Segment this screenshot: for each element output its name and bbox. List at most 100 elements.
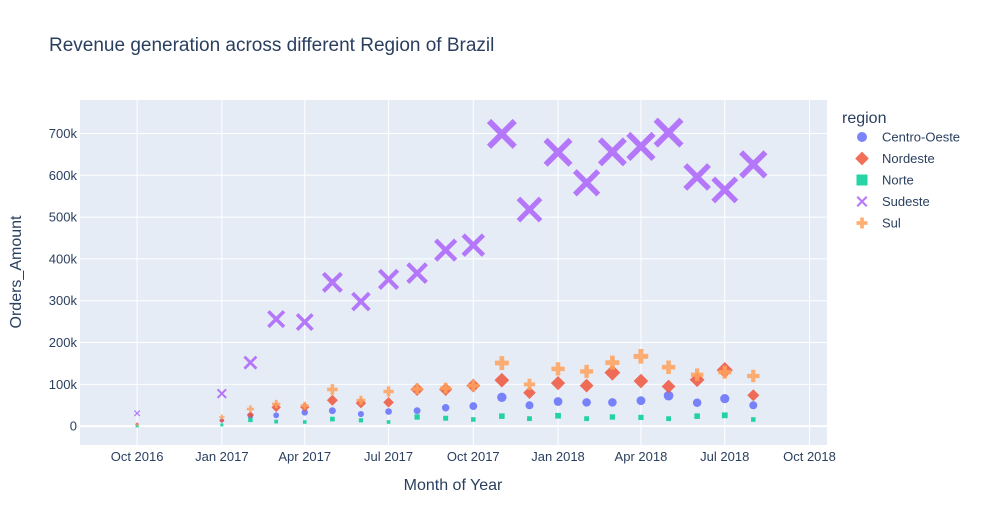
- data-point: [220, 423, 224, 427]
- data-point: [604, 364, 621, 381]
- legend-item: Sul: [856, 216, 901, 231]
- x-axis-title: Month of Year: [404, 477, 503, 494]
- x-tick-label: Apr 2017: [278, 449, 331, 464]
- y-tick-label: 300k: [49, 293, 78, 308]
- data-point: [527, 416, 532, 422]
- legend-marker: [855, 151, 869, 166]
- data-point: [302, 420, 307, 424]
- data-points: [133, 117, 768, 428]
- legend-label: Sudeste: [882, 194, 930, 209]
- data-point: [711, 176, 739, 204]
- legend-marker: [856, 217, 868, 229]
- y-tick-label: 200k: [49, 335, 78, 350]
- legend-item: Centro-Oeste: [857, 130, 960, 145]
- data-point: [351, 291, 371, 312]
- legend-marker: [856, 174, 868, 186]
- data-point: [582, 398, 591, 407]
- data-point: [411, 383, 423, 395]
- data-point: [694, 413, 700, 419]
- x-tick-label: Oct 2018: [783, 449, 836, 464]
- data-point: [718, 365, 732, 379]
- data-point: [356, 395, 366, 405]
- x-tick-label: Oct 2017: [447, 449, 500, 464]
- data-point: [327, 384, 338, 395]
- data-point: [605, 355, 620, 370]
- data-point: [555, 412, 561, 419]
- data-point: [326, 394, 338, 406]
- y-tick-label: 600k: [49, 168, 78, 183]
- data-point: [467, 380, 479, 392]
- data-point: [295, 313, 314, 331]
- data-point: [543, 137, 573, 167]
- data-point: [300, 401, 309, 410]
- data-point: [523, 378, 536, 391]
- series-sudeste: [133, 117, 768, 417]
- data-point: [357, 411, 364, 418]
- legend-marker: [856, 196, 868, 207]
- data-point: [494, 372, 510, 388]
- data-point: [525, 401, 534, 410]
- legend-label: Nordeste: [882, 151, 935, 166]
- legend-item: Sudeste: [856, 194, 930, 209]
- data-point: [216, 388, 227, 399]
- data-point: [358, 418, 364, 423]
- data-point: [661, 379, 676, 394]
- data-point: [550, 375, 566, 391]
- data-point: [133, 410, 141, 417]
- data-point: [720, 393, 730, 404]
- data-point: [523, 386, 536, 400]
- plot-area: [80, 100, 827, 445]
- legend-label: Norte: [882, 173, 914, 188]
- data-point: [663, 390, 674, 401]
- data-point: [328, 407, 336, 415]
- data-point: [377, 268, 400, 291]
- data-point: [440, 382, 452, 394]
- data-point: [497, 392, 507, 403]
- legend-item: Nordeste: [855, 151, 935, 166]
- series-centro-oeste: [135, 390, 758, 427]
- data-point: [661, 360, 676, 374]
- data-point: [441, 404, 450, 412]
- x-tick-label: Jan 2018: [531, 449, 585, 464]
- data-point: [551, 362, 565, 376]
- y-tick-label: 0: [70, 419, 77, 434]
- y-tick-label: 700k: [49, 126, 78, 141]
- legend-label: Centro-Oeste: [882, 130, 960, 145]
- x-tick-label: Jan 2017: [195, 449, 249, 464]
- series-sul: [135, 349, 760, 427]
- legend-item: Norte: [856, 173, 914, 188]
- data-point: [443, 415, 449, 421]
- data-point: [499, 413, 505, 419]
- data-point: [383, 397, 394, 408]
- y-axis-ticks: 0 100k 200k 300k 400k 500k 600k 700k: [49, 126, 78, 434]
- data-point: [434, 238, 458, 262]
- data-point: [413, 407, 421, 415]
- data-point: [301, 409, 308, 416]
- data-point: [461, 233, 486, 257]
- data-point: [580, 364, 594, 378]
- data-point: [636, 396, 646, 406]
- y-tick-label: 100k: [49, 377, 78, 392]
- data-point: [494, 356, 509, 370]
- data-point: [486, 118, 517, 149]
- data-point: [553, 397, 563, 406]
- data-point: [274, 419, 279, 424]
- data-point: [516, 196, 543, 223]
- data-point: [653, 117, 684, 148]
- data-point: [721, 412, 728, 419]
- data-point: [747, 389, 760, 402]
- legend: region Centro-Oeste Nordeste Norte Sudeste S…: [842, 110, 960, 231]
- y-tick-label: 500k: [49, 210, 78, 225]
- data-point: [267, 310, 286, 329]
- y-axis-title: Orders_Amount: [8, 215, 25, 328]
- data-point: [385, 408, 392, 415]
- legend-marker: [857, 132, 867, 142]
- legend-title: region: [842, 110, 886, 127]
- data-point: [330, 416, 335, 422]
- data-point: [386, 420, 391, 424]
- data-point: [584, 416, 589, 422]
- x-tick-label: Oct 2016: [111, 449, 164, 464]
- data-point: [749, 401, 758, 410]
- legend-label: Sul: [882, 216, 901, 231]
